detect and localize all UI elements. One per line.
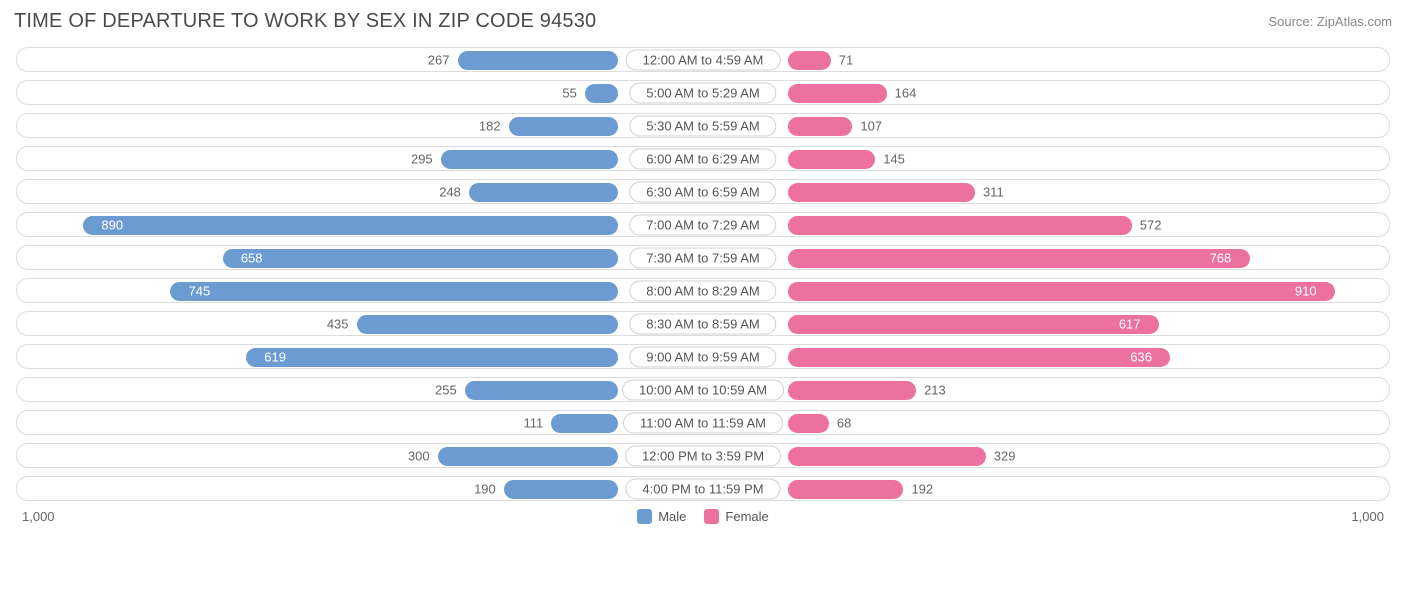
value-label-male: 55 xyxy=(562,85,576,100)
row-category-label: 10:00 AM to 10:59 AM xyxy=(622,379,784,400)
chart-row: 255 213 10:00 AM to 10:59 AM xyxy=(16,377,1390,402)
chart-row: 182 107 5:30 AM to 5:59 AM xyxy=(16,113,1390,138)
row-category-label: 7:30 AM to 7:59 AM xyxy=(629,247,776,268)
row-category-label: 12:00 PM to 3:59 PM xyxy=(625,445,781,466)
legend-item-male: Male xyxy=(637,509,686,524)
bar-male xyxy=(469,183,618,202)
value-label-male: 658 xyxy=(241,250,263,265)
value-label-male: 248 xyxy=(439,184,461,199)
value-label-female: 910 xyxy=(1295,283,1317,298)
bar-female xyxy=(788,150,875,169)
value-label-female: 71 xyxy=(839,52,853,67)
legend-item-female: Female xyxy=(704,509,768,524)
chart-title: TIME OF DEPARTURE TO WORK BY SEX IN ZIP … xyxy=(14,10,596,33)
value-label-female: 68 xyxy=(837,415,851,430)
bar-male xyxy=(504,480,618,499)
value-label-female: 572 xyxy=(1140,217,1162,232)
bar-male xyxy=(585,84,618,103)
value-label-male: 295 xyxy=(411,151,433,166)
chart-row: 619 636 9:00 AM to 9:59 AM xyxy=(16,344,1390,369)
value-label-female: 192 xyxy=(911,481,933,496)
chart-row: 435 617 8:30 AM to 8:59 AM xyxy=(16,311,1390,336)
axis-max-right: 1,000 xyxy=(1351,509,1384,524)
bar-male xyxy=(441,150,618,169)
value-label-male: 111 xyxy=(523,415,543,430)
chart-row: 300 329 12:00 PM to 3:59 PM xyxy=(16,443,1390,468)
value-label-female: 107 xyxy=(860,118,882,133)
chart-row: 267 71 12:00 AM to 4:59 AM xyxy=(16,47,1390,72)
value-label-male: 255 xyxy=(435,382,457,397)
chart-row: 111 68 11:00 AM to 11:59 AM xyxy=(16,410,1390,435)
value-label-female: 636 xyxy=(1130,349,1152,364)
bar-female xyxy=(788,84,887,103)
legend-swatch-male xyxy=(637,509,652,524)
bar-male xyxy=(509,117,618,136)
row-category-label: 12:00 AM to 4:59 AM xyxy=(626,49,781,70)
row-category-label: 7:00 AM to 7:29 AM xyxy=(629,214,776,235)
legend-swatch-female xyxy=(704,509,719,524)
value-label-female: 768 xyxy=(1210,250,1232,265)
legend-label-male: Male xyxy=(658,509,686,524)
bar-female xyxy=(788,480,903,499)
axis-max-left: 1,000 xyxy=(22,509,55,524)
bar-female xyxy=(788,51,831,70)
value-label-male: 190 xyxy=(474,481,496,496)
value-label-male: 619 xyxy=(264,349,286,364)
bar-female xyxy=(788,249,1250,268)
row-category-label: 8:00 AM to 8:29 AM xyxy=(629,280,776,301)
row-category-label: 8:30 AM to 8:59 AM xyxy=(629,313,776,334)
bar-male xyxy=(458,51,618,70)
bar-male xyxy=(83,216,618,235)
legend-label-female: Female xyxy=(725,509,768,524)
row-category-label: 4:00 PM to 11:59 PM xyxy=(625,478,780,499)
value-label-female: 213 xyxy=(924,382,946,397)
value-label-female: 164 xyxy=(895,85,917,100)
bar-male xyxy=(223,249,618,268)
bar-female xyxy=(788,414,829,433)
bar-female xyxy=(788,216,1132,235)
value-label-female: 145 xyxy=(883,151,905,166)
row-category-label: 6:00 AM to 6:29 AM xyxy=(629,148,776,169)
chart-row: 55 164 5:00 AM to 5:29 AM xyxy=(16,80,1390,105)
chart-row: 745 910 8:00 AM to 8:29 AM xyxy=(16,278,1390,303)
value-label-male: 182 xyxy=(479,118,501,133)
bar-male xyxy=(465,381,618,400)
bar-female xyxy=(788,117,852,136)
value-label-female: 311 xyxy=(983,184,1004,199)
row-category-label: 5:00 AM to 5:29 AM xyxy=(629,82,776,103)
diverging-bar-chart: 267 71 12:00 AM to 4:59 AM 55 164 5:00 AM to … xyxy=(14,47,1392,501)
bar-female xyxy=(788,282,1335,301)
value-label-male: 745 xyxy=(189,283,211,298)
value-label-female: 617 xyxy=(1119,316,1141,331)
axis-legend-row: 1,000 Male Female 1,000 xyxy=(14,509,1392,524)
bar-male xyxy=(357,315,618,334)
row-category-label: 9:00 AM to 9:59 AM xyxy=(629,346,776,367)
bar-male xyxy=(551,414,618,433)
value-label-female: 329 xyxy=(994,448,1016,463)
chart-source: Source: ZipAtlas.com xyxy=(1268,14,1392,29)
chart-row: 190 192 4:00 PM to 11:59 PM xyxy=(16,476,1390,501)
chart-row: 248 311 6:30 AM to 6:59 AM xyxy=(16,179,1390,204)
bar-male xyxy=(438,447,618,466)
chart-row: 295 145 6:00 AM to 6:29 AM xyxy=(16,146,1390,171)
chart-legend: Male Female xyxy=(637,509,769,524)
value-label-male: 890 xyxy=(101,217,123,232)
row-category-label: 11:00 AM to 11:59 AM xyxy=(623,412,783,433)
bar-female xyxy=(788,447,986,466)
bar-female xyxy=(788,381,916,400)
bar-female xyxy=(788,315,1159,334)
row-category-label: 6:30 AM to 6:59 AM xyxy=(629,181,776,202)
bar-male xyxy=(170,282,618,301)
bar-female xyxy=(788,348,1170,367)
bar-female xyxy=(788,183,975,202)
chart-row: 890 572 7:00 AM to 7:29 AM xyxy=(16,212,1390,237)
value-label-male: 267 xyxy=(428,52,450,67)
row-category-label: 5:30 AM to 5:59 AM xyxy=(629,115,776,136)
chart-row: 658 768 7:30 AM to 7:59 AM xyxy=(16,245,1390,270)
chart-header: TIME OF DEPARTURE TO WORK BY SEX IN ZIP … xyxy=(14,10,1392,33)
value-label-male: 435 xyxy=(327,316,349,331)
bar-male xyxy=(246,348,618,367)
value-label-male: 300 xyxy=(408,448,430,463)
